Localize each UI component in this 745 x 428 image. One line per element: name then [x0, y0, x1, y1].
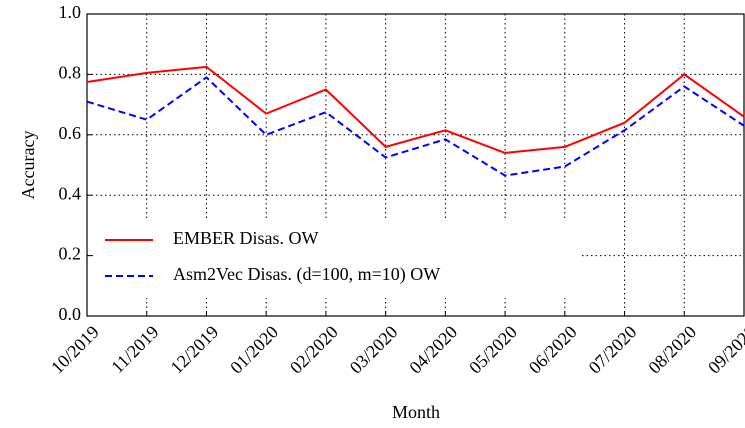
y-tick-label: 1.0 — [59, 2, 82, 22]
x-tick-label: 05/2020 — [465, 322, 521, 378]
legend-box — [95, 220, 580, 298]
y-tick-label: 0.4 — [59, 183, 82, 203]
series-line — [86, 76, 745, 177]
x-tick-label: 10/2019 — [47, 322, 103, 378]
x-tick-label: 02/2020 — [286, 322, 342, 378]
y-tick-label: 0.8 — [59, 63, 82, 83]
y-tick-label: 0.6 — [59, 123, 82, 143]
y-tick-label: 0.0 — [59, 304, 82, 324]
x-tick-label: 04/2020 — [405, 322, 461, 378]
x-tick-label: 01/2020 — [226, 322, 282, 378]
x-tick-label: 03/2020 — [346, 322, 402, 378]
legend-label: EMBER Disas. OW — [173, 228, 319, 248]
x-tick-label: 09/2020 — [704, 322, 745, 378]
x-tick-label: 08/2020 — [644, 322, 700, 378]
x-tick-label: 06/2020 — [525, 322, 581, 378]
x-tick-label: 12/2019 — [166, 322, 222, 378]
legend-label: Asm2Vec Disas. (d=100, m=10) OW — [173, 264, 440, 285]
x-tick-label: 07/2020 — [585, 322, 641, 378]
plot-frame — [86, 13, 745, 317]
y-axis-label: Accuracy — [18, 131, 38, 200]
x-tick-label: 11/2019 — [107, 322, 162, 377]
y-tick-label: 0.2 — [59, 244, 82, 264]
x-axis-label: Month — [392, 402, 440, 422]
series-line — [86, 65, 745, 154]
